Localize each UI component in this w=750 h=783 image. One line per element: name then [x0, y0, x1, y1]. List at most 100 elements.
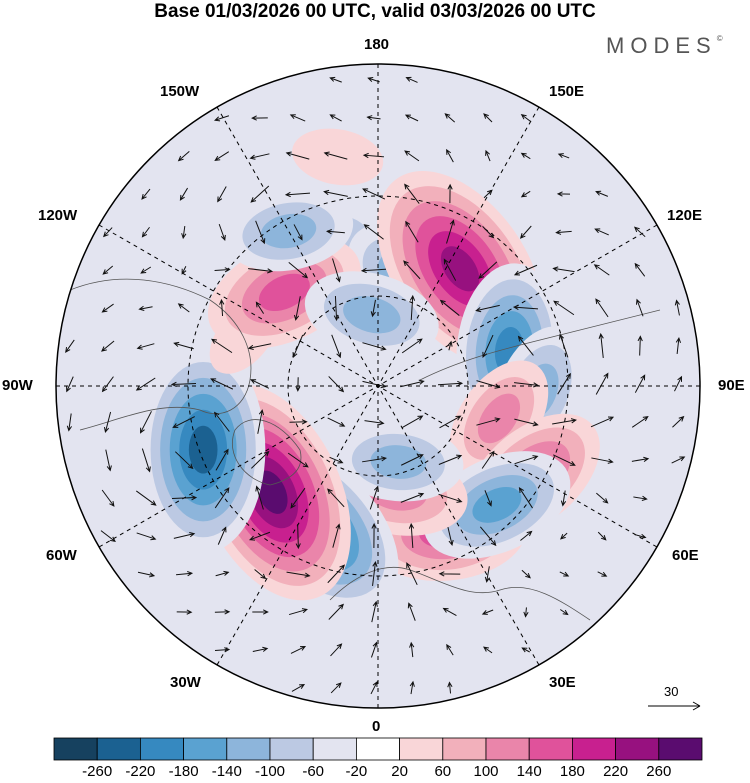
wind-arrow	[362, 456, 387, 463]
lon-label-180: 180	[364, 36, 390, 53]
colorbar-box	[226, 737, 271, 761]
wind-arrow	[248, 268, 274, 274]
map-border	[55, 63, 701, 709]
wind-arrow	[176, 571, 194, 577]
lon-label-90e: 90E	[718, 377, 745, 394]
wind-arrow	[251, 450, 270, 469]
lat-lon-grid	[56, 64, 700, 708]
wind-arrow	[285, 151, 310, 160]
wind-arrow	[512, 304, 539, 311]
wind-arrow	[483, 189, 493, 199]
wind-arrow	[372, 560, 378, 586]
wind-arrow	[481, 450, 495, 469]
wind-arrow	[483, 646, 493, 654]
wind-arrow	[593, 264, 610, 276]
wind-arrow	[141, 448, 151, 473]
wind-arrow	[475, 304, 500, 313]
colorbar-box	[615, 737, 660, 761]
wind-arrow	[514, 418, 539, 427]
wind-arrow	[482, 334, 494, 358]
wind-arrow	[596, 492, 609, 504]
wind-arrow	[370, 681, 378, 695]
wind-arrow	[179, 187, 189, 201]
lon-label-30e: 30E	[549, 674, 576, 691]
reference-vector-arrow	[648, 701, 701, 711]
wind-arrow	[447, 526, 454, 547]
wind-arrow	[100, 530, 116, 543]
wind-arrow	[553, 300, 575, 316]
wind-arrow	[327, 564, 346, 584]
wind-arrow	[332, 258, 341, 283]
wind-arrow	[250, 379, 270, 389]
wind-arrow	[66, 413, 72, 432]
wind-arrow	[597, 531, 607, 541]
colorbar-tick-label: -60	[302, 763, 325, 780]
wind-arrow	[65, 339, 75, 353]
colorbar-tick-label: 220	[603, 763, 629, 780]
wind-arrow	[438, 493, 463, 503]
wind-arrow	[560, 490, 567, 507]
wind-arrow	[557, 372, 571, 395]
wind-arrow	[518, 486, 533, 509]
wind-arrow	[442, 607, 457, 616]
wind-arrow	[215, 570, 230, 577]
anomaly-contour-18-0	[292, 128, 384, 186]
wind-arrow	[595, 372, 609, 395]
anomaly-contour-8-3	[472, 486, 522, 523]
wind-arrow	[360, 267, 387, 274]
wind-arrow	[439, 299, 460, 316]
wind-arrow	[443, 258, 457, 281]
wind-arrow	[363, 224, 384, 240]
wind-arrow	[323, 151, 348, 160]
wind-arrow	[177, 303, 190, 313]
colorbar-tick-label: -100	[254, 763, 286, 780]
wind-arrow	[255, 485, 264, 510]
wind-arrow	[289, 419, 308, 425]
colorbar-tick-label: -140	[211, 763, 242, 780]
wind-arrow	[552, 454, 576, 466]
wind-arrow	[218, 223, 226, 241]
wind-arrow	[595, 298, 609, 318]
wind-arrow	[138, 305, 153, 312]
wind-arrow	[591, 457, 614, 464]
lon-label-60e: 60E	[672, 547, 699, 564]
wind-arrow	[403, 260, 421, 280]
wind-arrow	[633, 226, 646, 238]
wind-arrow	[520, 114, 531, 122]
wind-arrow	[590, 416, 615, 428]
wind-arrow	[404, 183, 420, 204]
colorbar-box	[399, 737, 444, 761]
colorbar-box	[572, 737, 617, 761]
colorbar-box	[183, 737, 228, 761]
wind-arrow	[288, 608, 308, 616]
wind-arrow	[329, 114, 342, 122]
wind-arrow	[293, 296, 301, 321]
wind-arrow	[210, 378, 234, 390]
wind-arrow	[369, 485, 379, 510]
wind-arrow	[251, 115, 268, 121]
wind-arrow	[136, 490, 157, 506]
wind-arrow	[170, 381, 197, 387]
wind-arrow	[362, 188, 386, 200]
wind-arrow	[557, 153, 570, 159]
wind-arrow	[214, 647, 231, 653]
wind-arrow	[181, 225, 187, 240]
wind-arrow	[288, 261, 309, 279]
wind-arrow	[362, 342, 387, 351]
wind-arrow	[330, 643, 343, 657]
colorbar-box	[658, 737, 703, 761]
wind-arrow	[521, 569, 531, 579]
wind-arrow	[102, 265, 114, 275]
wind-arrow	[101, 376, 114, 393]
lon-label-90w: 90W	[2, 377, 33, 394]
wind-arrow	[332, 523, 341, 548]
wind-arrow	[287, 452, 309, 468]
anomaly-contour-2-5	[440, 246, 480, 292]
wind-arrow	[674, 375, 683, 392]
wind-arrow	[635, 298, 644, 317]
wind-arrow	[595, 190, 609, 197]
wind-arrow	[520, 190, 531, 198]
wind-arrow	[446, 148, 454, 163]
wind-arrow	[252, 609, 269, 615]
